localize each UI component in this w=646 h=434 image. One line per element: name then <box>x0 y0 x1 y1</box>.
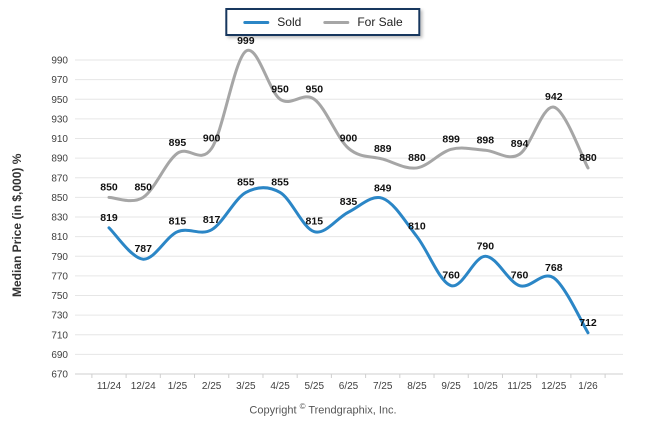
chart-canvas: 670 690 710 730 750 770 790 810 830 850 870 890 910 9… <box>51 35 623 392</box>
svg-text:730: 730 <box>51 311 68 322</box>
svg-text:790: 790 <box>477 240 495 252</box>
svg-text:970: 970 <box>51 75 68 86</box>
svg-text:830: 830 <box>51 213 68 224</box>
svg-text:11/25: 11/25 <box>507 381 532 392</box>
svg-text:3/25: 3/25 <box>236 381 256 392</box>
svg-text:710: 710 <box>51 330 68 341</box>
svg-text:899: 899 <box>442 133 460 145</box>
svg-text:1/25: 1/25 <box>168 381 188 392</box>
svg-text:999: 999 <box>237 35 255 47</box>
svg-text:6/25: 6/25 <box>339 381 359 392</box>
svg-text:889: 889 <box>374 143 392 155</box>
chart-legend: Sold For Sale <box>225 8 421 36</box>
svg-text:850: 850 <box>134 181 152 193</box>
svg-text:942: 942 <box>545 91 563 103</box>
svg-text:12/25: 12/25 <box>541 381 566 392</box>
svg-text:770: 770 <box>51 271 68 282</box>
legend-label-for-sale: For Sale <box>357 15 403 29</box>
svg-text:810: 810 <box>51 232 68 243</box>
svg-text:9/25: 9/25 <box>441 381 461 392</box>
y-axis-title: Median Price (in $,000) % <box>10 153 24 297</box>
copyright-company: Trendgraphix, Inc. <box>308 404 397 417</box>
svg-text:894: 894 <box>511 138 529 150</box>
svg-text:7/25: 7/25 <box>373 381 393 392</box>
svg-text:12/24: 12/24 <box>131 381 156 392</box>
svg-text:1/26: 1/26 <box>578 381 598 392</box>
svg-text:855: 855 <box>271 176 289 188</box>
svg-text:670: 670 <box>51 370 68 381</box>
svg-text:950: 950 <box>51 95 68 106</box>
svg-text:10/25: 10/25 <box>473 381 498 392</box>
svg-text:850: 850 <box>51 193 68 204</box>
svg-text:850: 850 <box>100 181 118 193</box>
svg-text:900: 900 <box>340 132 358 144</box>
svg-text:750: 750 <box>51 291 68 302</box>
svg-text:690: 690 <box>51 350 68 361</box>
svg-text:849: 849 <box>374 182 392 194</box>
copyright-text: Copyright © Trendgraphix, Inc. <box>0 402 646 417</box>
copyright-prefix: Copyright <box>249 404 297 417</box>
svg-text:819: 819 <box>100 212 118 224</box>
svg-text:815: 815 <box>169 216 187 228</box>
svg-text:817: 817 <box>203 214 221 226</box>
svg-text:835: 835 <box>340 196 358 208</box>
for-sale-line-swatch <box>323 20 350 24</box>
svg-text:790: 790 <box>51 252 68 263</box>
svg-text:898: 898 <box>477 134 495 146</box>
svg-text:5/25: 5/25 <box>305 381 325 392</box>
svg-text:890: 890 <box>51 154 68 165</box>
svg-text:768: 768 <box>545 262 563 274</box>
svg-text:990: 990 <box>51 56 68 67</box>
legend-label-sold: Sold <box>277 15 302 29</box>
svg-text:815: 815 <box>306 216 324 228</box>
svg-text:810: 810 <box>408 221 426 233</box>
svg-text:4/25: 4/25 <box>270 381 290 392</box>
sold-line-swatch <box>243 20 270 24</box>
svg-text:950: 950 <box>271 83 289 95</box>
svg-text:8/25: 8/25 <box>407 381 427 392</box>
svg-text:760: 760 <box>442 270 460 282</box>
svg-text:880: 880 <box>408 152 426 164</box>
svg-text:910: 910 <box>51 134 68 145</box>
svg-text:880: 880 <box>579 152 597 164</box>
svg-text:930: 930 <box>51 114 68 125</box>
svg-text:2/25: 2/25 <box>202 381 222 392</box>
svg-text:950: 950 <box>306 83 324 95</box>
svg-text:870: 870 <box>51 173 68 184</box>
svg-text:11/24: 11/24 <box>97 381 122 392</box>
svg-text:787: 787 <box>134 243 152 255</box>
svg-text:900: 900 <box>203 132 221 144</box>
svg-text:895: 895 <box>169 137 187 149</box>
copyright-symbol: © <box>299 402 306 411</box>
svg-text:712: 712 <box>579 317 597 329</box>
svg-text:760: 760 <box>511 270 529 282</box>
svg-text:855: 855 <box>237 176 255 188</box>
